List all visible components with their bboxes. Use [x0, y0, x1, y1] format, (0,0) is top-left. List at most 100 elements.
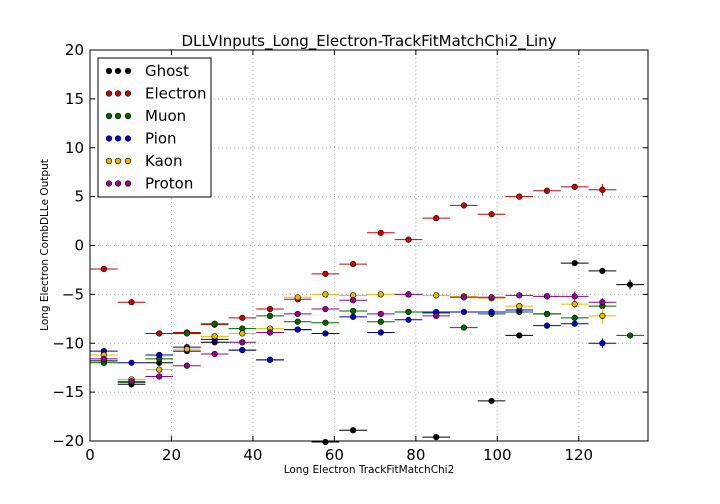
data-point: [433, 292, 440, 299]
plot-area: 0 20 40 60 80 100 120 −20 −15 −10 −5 0 5 10 15 20: [52, 41, 649, 464]
legend-marker: [114, 157, 122, 165]
data-point: [156, 330, 163, 337]
data-point: [266, 305, 274, 313]
data-point: [156, 366, 163, 373]
data-point: [571, 293, 578, 300]
data-point: [294, 310, 301, 318]
data-point: [294, 318, 301, 325]
data-point: [322, 270, 329, 277]
legend-marker: [114, 67, 122, 75]
legend-item-pion: Pion: [105, 130, 177, 148]
series-proton: [90, 291, 617, 385]
data-point: [599, 186, 606, 193]
data-point: [239, 339, 246, 346]
data-point: [599, 340, 606, 347]
data-point: [350, 307, 357, 315]
legend-marker: [124, 67, 132, 75]
data-point: [183, 346, 191, 353]
data-point: [211, 320, 218, 327]
data-point: [211, 350, 218, 358]
y-axis-label: Long Electron CombDLLe Output: [39, 159, 51, 331]
legend-marker: [105, 90, 113, 97]
data-point: [488, 397, 495, 405]
data-point: [266, 329, 274, 336]
data-point: [239, 346, 246, 354]
x-tick-label: 0: [85, 446, 95, 464]
data-point: [100, 265, 107, 273]
x-tick-label: 100: [483, 446, 512, 464]
y-tick-label: 10: [65, 139, 84, 157]
legend-marker: [105, 157, 113, 165]
data-point: [405, 236, 412, 243]
x-tick-label: 120: [564, 446, 593, 464]
data-point: [405, 291, 412, 298]
legend-marker: [114, 90, 122, 97]
data-point: [571, 320, 578, 327]
data-point: [350, 297, 357, 304]
legend-marker: [124, 112, 132, 120]
legend-item-proton: Proton: [105, 175, 193, 193]
data-point: [377, 318, 384, 325]
data-point: [516, 332, 523, 339]
data-point: [405, 316, 412, 323]
data-point: [350, 427, 357, 434]
data-point: [266, 356, 274, 363]
data-point: [543, 322, 551, 329]
y-tick-label: −5: [62, 285, 84, 303]
legend-marker: [105, 180, 113, 187]
legend-marker: [105, 112, 113, 120]
legend-marker: [105, 135, 113, 142]
data-point: [516, 292, 523, 299]
data-point: [571, 259, 578, 267]
y-tick-label: 15: [65, 90, 84, 108]
legend-marker: [114, 135, 122, 142]
data-point: [488, 294, 495, 301]
data-point: [294, 294, 301, 301]
legend-item-muon: Muon: [105, 107, 186, 125]
data-point: [543, 293, 551, 300]
data-point: [350, 313, 357, 320]
data-point: [433, 215, 440, 222]
legend-label: Kaon: [145, 152, 182, 170]
data-point: [128, 378, 135, 385]
legend-item-ghost: Ghost: [105, 62, 189, 80]
legend-item-electron: Electron: [105, 85, 207, 103]
y-tick-label: 20: [65, 41, 84, 59]
data-point: [128, 359, 135, 366]
data-point: [599, 267, 606, 275]
data-point: [322, 319, 329, 326]
data-point: [405, 308, 412, 316]
data-point: [294, 326, 301, 333]
data-point: [433, 312, 440, 319]
data-point: [211, 333, 218, 340]
x-tick-label: 80: [406, 446, 425, 464]
data-point: [322, 438, 329, 446]
data-point: [100, 355, 107, 362]
data-point: [239, 330, 246, 337]
legend-marker: [114, 180, 122, 187]
data-point: [266, 312, 274, 319]
data-point: [377, 310, 384, 318]
series-electron: [90, 183, 617, 337]
legend-marker: [124, 135, 132, 142]
data-point: [377, 291, 384, 298]
y-tick-label: −20: [52, 432, 84, 450]
data-point: [599, 312, 606, 319]
legend-label: Pion: [145, 130, 177, 148]
y-tick-label: −15: [52, 383, 84, 401]
data-point: [156, 373, 163, 380]
x-tick-label: 60: [325, 446, 344, 464]
legend-marker: [114, 112, 122, 120]
data-point: [460, 202, 468, 209]
data-point: [571, 314, 578, 321]
data-point: [460, 324, 468, 331]
data-point: [128, 299, 135, 306]
data-point: [460, 308, 468, 316]
legend-marker: [124, 90, 132, 97]
legend-marker: [124, 157, 132, 165]
data-point: [239, 314, 246, 321]
legend-marker: [105, 67, 113, 75]
y-tick-label: 0: [74, 237, 84, 255]
data-point: [571, 183, 578, 190]
